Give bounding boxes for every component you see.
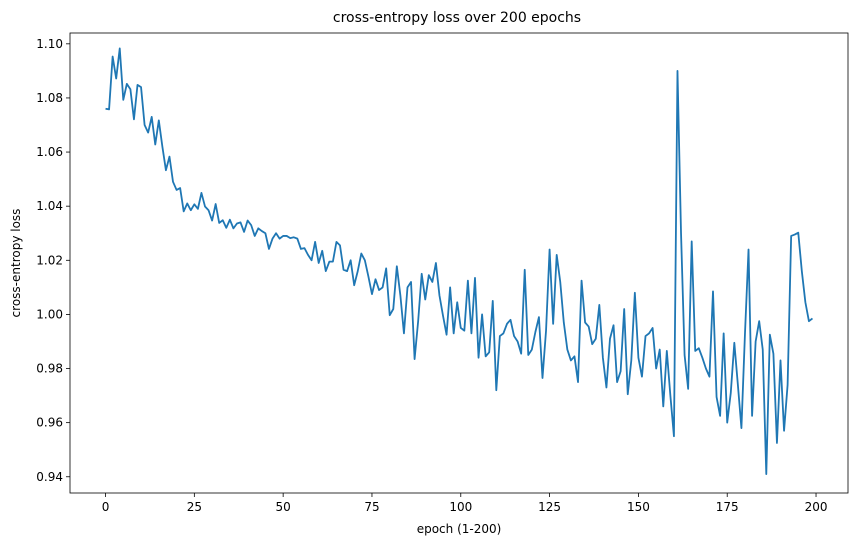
y-axis-label: cross-entropy loss [9,209,23,318]
y-tick-label: 1.02 [36,253,63,267]
y-tick-label: 1.08 [36,91,63,105]
y-tick-label: 0.96 [36,416,63,430]
y-tick-label: 1.06 [36,145,63,159]
x-tick-label: 50 [276,500,291,514]
x-tick-label: 200 [805,500,828,514]
x-tick-label: 150 [627,500,650,514]
x-tick-label: 175 [716,500,739,514]
y-tick-label: 1.04 [36,199,63,213]
y-tick-label: 1.00 [36,307,63,321]
plot-frame [69,32,849,494]
y-tick-label: 1.10 [36,37,63,51]
x-axis-label: epoch (1-200) [417,522,502,536]
x-tick-label: 75 [364,500,379,514]
y-axis: 0.94 0.96 0.98 1.00 1.02 1.04 1.06 1.08 1.10 [36,37,70,484]
y-tick-label: 0.94 [36,470,63,484]
x-tick-label: 125 [538,500,561,514]
chart-title: cross-entropy loss over 200 epochs [333,10,581,26]
x-tick-label: 25 [187,500,202,514]
x-tick-label: 100 [449,500,472,514]
x-axis: 0 25 50 75 100 125 150 175 200 [102,493,828,514]
y-tick-label: 0.98 [36,362,63,376]
x-tick-label: 0 [102,500,110,514]
loss-series-line [105,47,814,475]
